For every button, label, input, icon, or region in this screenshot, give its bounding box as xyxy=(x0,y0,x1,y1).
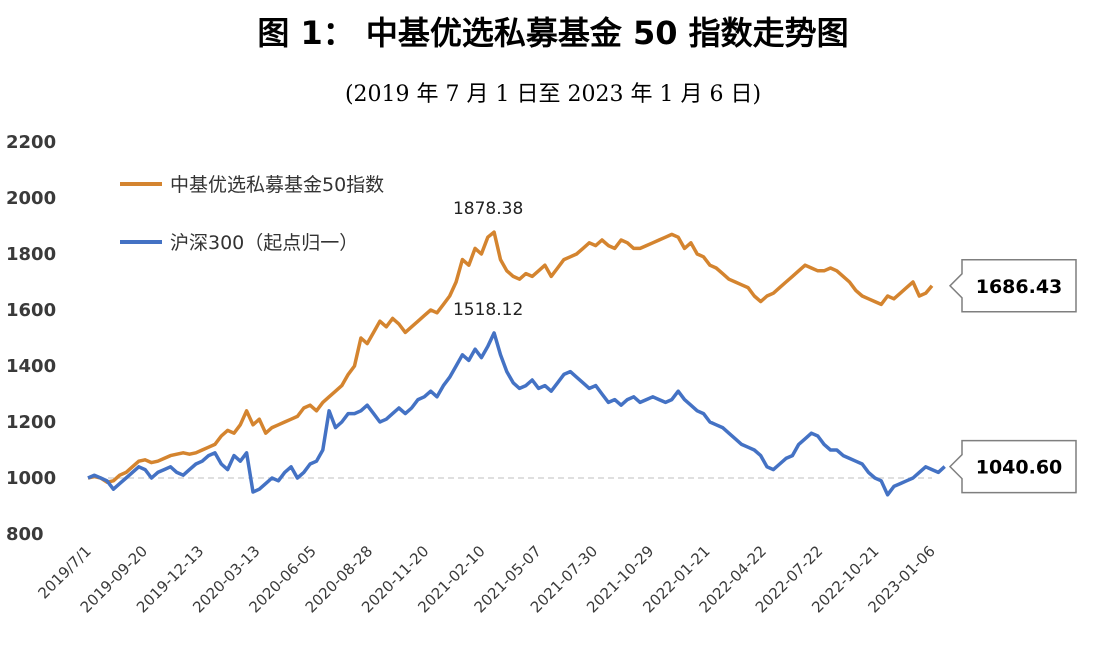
peak-label-blue: 1518.12 xyxy=(453,300,523,320)
callout-box-orange xyxy=(948,259,1077,313)
y-tick-label: 1200 xyxy=(6,412,56,433)
series-line-orange xyxy=(87,230,934,484)
y-tick-label: 1800 xyxy=(6,244,56,265)
legend-label-blue: 沪深300（起点归一） xyxy=(170,232,358,254)
x-axis-ticks: 2019/7/12019-09-202019-12-132020-03-1320… xyxy=(34,542,938,616)
chart-title: 图 1： 中基优选私募基金 50 指数走势图 xyxy=(257,14,849,52)
y-tick-label: 2200 xyxy=(6,132,56,153)
callout-box-blue xyxy=(948,439,1077,494)
y-tick-label: 1000 xyxy=(6,468,56,489)
series-line-blue xyxy=(87,331,946,497)
legend-label-orange: 中基优选私募基金50指数 xyxy=(170,174,384,196)
y-tick-label: 1600 xyxy=(6,300,56,321)
peak-label-orange: 1878.38 xyxy=(453,199,523,219)
callout-orange: 1686.43 xyxy=(948,259,1077,313)
legend: 中基优选私募基金50指数 沪深300（起点归一） xyxy=(120,174,384,254)
callout-value-blue: 1040.60 xyxy=(976,457,1063,479)
y-tick-label: 2000 xyxy=(6,188,56,209)
series-layer xyxy=(87,230,946,497)
chart-subtitle: (2019 年 7 月 1 日至 2023 年 1 月 6 日) xyxy=(344,82,762,107)
callout-value-orange: 1686.43 xyxy=(976,276,1063,298)
y-axis-ticks: 800 1000 1200 1400 1600 1800 2000 2200 xyxy=(6,132,56,545)
y-tick-label: 800 xyxy=(6,524,44,545)
y-tick-label: 1400 xyxy=(6,356,56,377)
callout-blue: 1040.60 xyxy=(948,439,1077,494)
